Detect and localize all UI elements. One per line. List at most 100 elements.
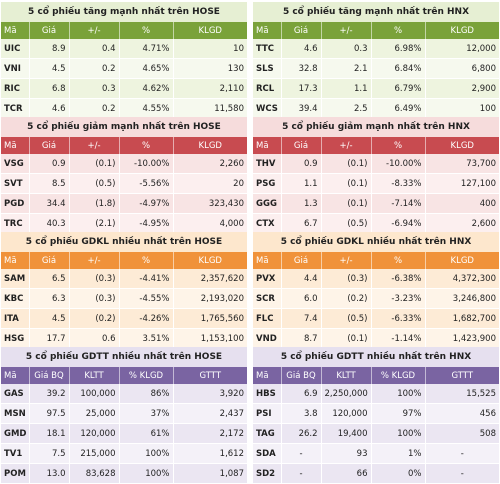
column-header: GTTT [173,367,247,384]
table-row-tag[interactable]: TAG 26.2 19,400 100% 508 [253,423,499,444]
table-cell: 0.3 [321,39,372,59]
table-cell: -4.97% [119,193,174,214]
table-row-scr[interactable]: SCR 6.0 (0.2) -3.23% 3,246,800 [253,288,499,309]
table-cell: 100% [371,384,426,404]
table-cell: -6.94% [371,213,426,234]
table-row-psi[interactable]: PSI 3.8 120,000 97% 456 [253,403,499,424]
table-row-trc[interactable]: TRC 40.3 (2.1) -4.95% 4,000 [1,213,247,234]
table-cell: 18.1 [29,423,70,444]
column-header: Mã [253,367,282,384]
table-cell: (0.1) [321,328,372,349]
table-row-ttc[interactable]: TTC 4.6 0.3 6.98% 12,000 [253,39,499,59]
stock-symbol: PVX [253,269,282,289]
table-row-tv1[interactable]: TV1 7.5 215,000 100% 1,612 [1,443,247,464]
table-cell: 97.5 [29,403,70,424]
table-cell: 4,000 [173,213,247,234]
table-cell: -1.14% [371,328,426,349]
stock-symbol: GGG [253,193,282,214]
table-row-sam[interactable]: SAM 6.5 (0.3) -4.41% 2,357,620 [1,269,247,289]
table-cell: 4,372,300 [425,269,499,289]
column-header: % [119,137,174,154]
table-row-gas[interactable]: GAS 39.2 100,000 86% 3,920 [1,384,247,404]
table-row-vsg[interactable]: VSG 0.9 (0.1) -10.00% 2,260 [1,154,247,174]
table-row-rcl[interactable]: RCL 17.3 1.1 6.79% 2,900 [253,78,499,99]
table-cell: -6.38% [371,269,426,289]
table-cell: 4.55% [119,98,174,119]
table-cell: 8.7 [281,328,322,349]
table-cell: (0.1) [321,193,372,214]
column-header: Mã [253,137,282,154]
table-cell: 3.51% [119,328,174,349]
table-row-kbc[interactable]: KBC 6.3 (0.3) -4.55% 2,193,020 [1,288,247,309]
table-cell: 39.2 [29,384,70,404]
table-row-uic[interactable]: UIC 8.9 0.4 4.71% 10 [1,39,247,59]
table-cell: 4.4 [281,269,322,289]
table-row-svt[interactable]: SVT 8.5 (0.5) -5.56% 20 [1,173,247,194]
table-row-ctx[interactable]: CTX 6.7 (0.5) -6.94% 2,600 [253,213,499,234]
column-header: GTTT [425,367,499,384]
column-header: Giá [281,22,322,39]
table-cell: 40.3 [29,213,70,234]
table-row-ric[interactable]: RIC 6.8 0.3 4.62% 2,110 [1,78,247,99]
table-cell: 0.2 [69,58,120,79]
column-header: +/- [69,252,120,269]
stock-symbol: SLS [253,58,282,79]
stock-symbol: SCR [253,288,282,309]
table-row-sls[interactable]: SLS 32.8 2.1 6.84% 6,800 [253,58,499,79]
stock-symbol: SAM [1,269,30,289]
table-cell: (1.8) [69,193,120,214]
table-row-vnd[interactable]: VND 8.7 (0.1) -1.14% 1,423,900 [253,328,499,349]
table-row-thv[interactable]: THV 0.9 (0.1) -10.00% 73,700 [253,154,499,174]
panel-purple-left: 5 cổ phiếu GDTT nhiều nhất trên HOSE Mã Gi… [1,347,247,484]
stock-symbol: UIC [1,39,30,59]
stock-symbol: VND [253,328,282,349]
table-row-sda[interactable]: SDA -93 1% - [253,443,499,464]
stock-symbol: TCR [1,98,30,119]
table-cell: 2,110 [173,78,247,99]
table-cell: 4.65% [119,58,174,79]
panel-title: 5 cổ phiếu tăng mạnh nhất trên HOSE [1,2,247,22]
column-header: % [119,22,174,39]
stock-symbol: GMD [1,423,30,444]
table-row-tcr[interactable]: TCR 4.6 0.2 4.55% 11,580 [1,98,247,119]
table-cell: (2.1) [69,213,120,234]
stock-table: Mã Giá BQ KLTT% KLGD GTTT HBS 6.9 2,250,000 100… [253,367,499,484]
table-row-wcs[interactable]: WCS 39.4 2.5 6.49% 100 [253,98,499,119]
table-header-row: Mã Giá +/-% KLGD [253,22,499,39]
table-header-row: Mã Giá +/-% KLGD [1,137,247,154]
table-cell: 2,172 [173,423,247,444]
table-row-flc[interactable]: FLC 7.4 (0.5) -6.33% 1,682,700 [253,308,499,329]
table-cell: 100% [371,423,426,444]
table-row-msn[interactable]: MSN 97.5 25,000 37% 2,437 [1,403,247,424]
stock-symbol: RCL [253,78,282,99]
table-cell: 4.6 [29,98,70,119]
table-row-pom[interactable]: POM 13.0 83,628 100% 1,087 [1,463,247,484]
table-row-hsg[interactable]: HSG 17.7 0.6 3.51% 1,153,100 [1,328,247,349]
table-cell: 127,100 [425,173,499,194]
table-cell: 4.5 [29,308,70,329]
table-row-pgd[interactable]: PGD 34.4 (1.8) -4.97% 323,430 [1,193,247,214]
table-cell: (0.2) [321,288,372,309]
table-cell: 17.3 [281,78,322,99]
column-header: KLGD [425,252,499,269]
stock-symbol: RIC [1,78,30,99]
table-header-row: Mã Giá +/-% KLGD [253,137,499,154]
column-header: +/- [321,137,372,154]
table-row-gmd[interactable]: GMD 18.1 120,000 61% 2,172 [1,423,247,444]
table-cell: -10.00% [371,154,426,174]
table-row-ggg[interactable]: GGG 1.3 (0.1) -7.14% 400 [253,193,499,214]
table-cell: -10.00% [119,154,174,174]
table-row-hbs[interactable]: HBS 6.9 2,250,000 100% 15,525 [253,384,499,404]
table-header-row: Mã Giá +/-% KLGD [253,252,499,269]
table-cell: 323,430 [173,193,247,214]
column-header: KLTT [321,367,372,384]
table-cell: 15,525 [425,384,499,404]
table-row-pvx[interactable]: PVX 4.4 (0.3) -6.38% 4,372,300 [253,269,499,289]
table-row-vni[interactable]: VNI 4.5 0.2 4.65% 130 [1,58,247,79]
table-cell: -4.41% [119,269,174,289]
table-row-ita[interactable]: ITA 4.5 (0.2) -4.26% 1,765,560 [1,308,247,329]
table-row-sd2[interactable]: SD2-66 0% - [253,463,499,484]
table-cell: 2,357,620 [173,269,247,289]
table-row-psg[interactable]: PSG 1.1 (0.1) -8.33% 127,100 [253,173,499,194]
table-cell: 2,437 [173,403,247,424]
